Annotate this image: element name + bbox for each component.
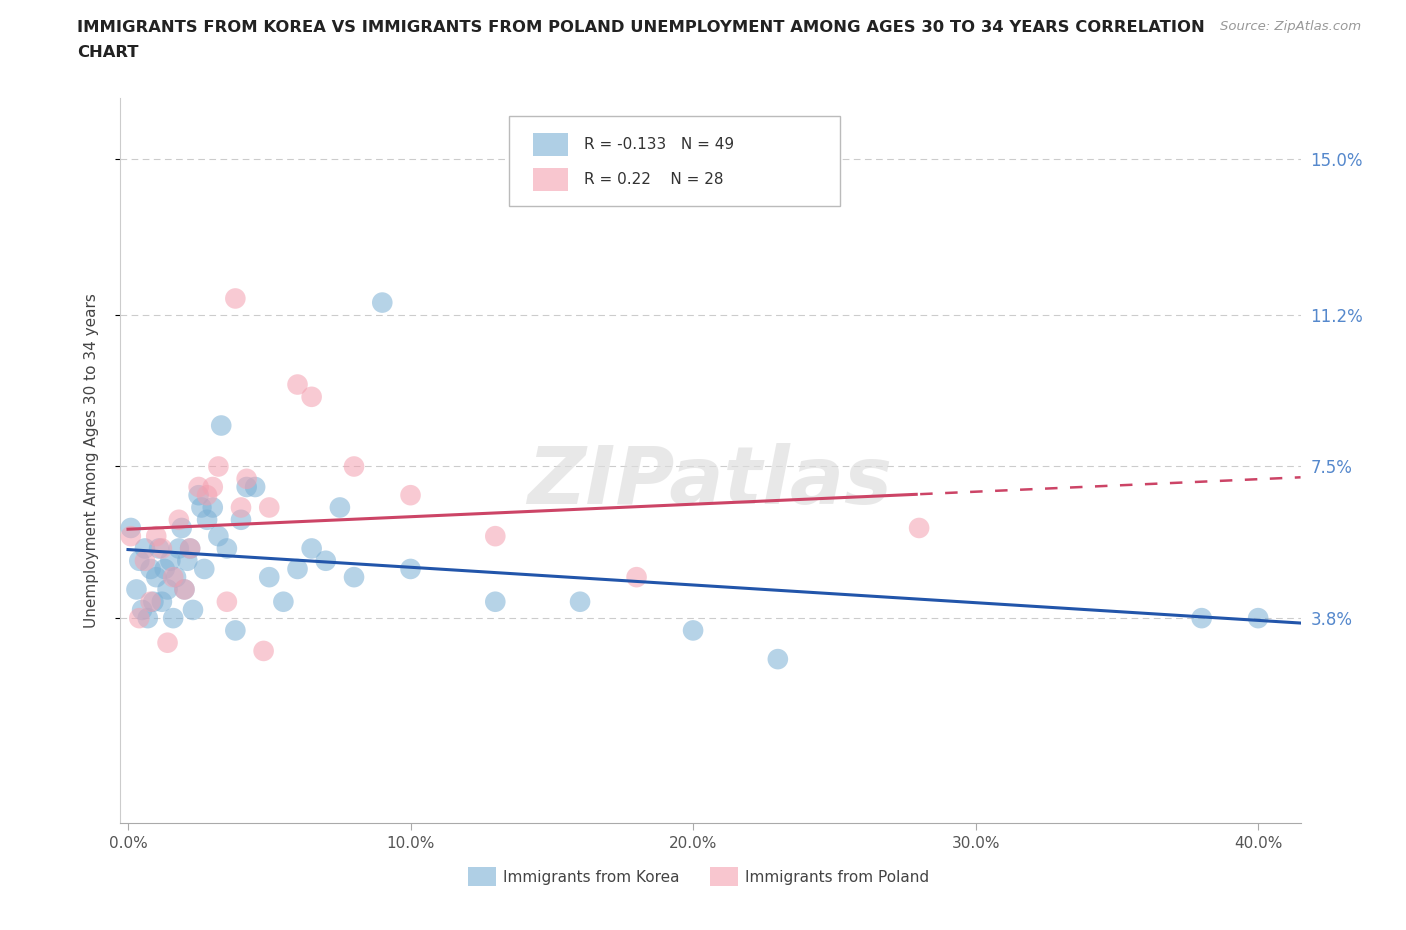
Point xyxy=(1247,611,1270,626)
Point xyxy=(343,570,366,585)
Point xyxy=(329,500,352,515)
Point xyxy=(215,594,238,609)
Point xyxy=(207,529,229,544)
Point xyxy=(301,390,323,405)
Point xyxy=(179,541,201,556)
Point xyxy=(908,521,931,536)
Point xyxy=(201,480,224,495)
Point xyxy=(207,459,229,474)
Point xyxy=(153,562,176,577)
Point xyxy=(315,553,337,568)
Point xyxy=(167,541,190,556)
Point xyxy=(150,541,173,556)
Point xyxy=(224,291,246,306)
Point xyxy=(125,582,148,597)
Point xyxy=(170,521,193,536)
Point xyxy=(167,512,190,527)
Point xyxy=(134,541,156,556)
Point xyxy=(287,377,309,392)
Point xyxy=(343,459,366,474)
Point xyxy=(190,500,212,515)
Point xyxy=(195,512,218,527)
Bar xyxy=(468,868,496,886)
Y-axis label: Unemployment Among Ages 30 to 34 years: Unemployment Among Ages 30 to 34 years xyxy=(84,293,98,628)
Point xyxy=(173,582,195,597)
Point xyxy=(145,570,167,585)
Point xyxy=(145,529,167,544)
Point xyxy=(252,644,274,658)
Text: CHART: CHART xyxy=(77,45,139,60)
Point xyxy=(165,570,187,585)
Text: IMMIGRANTS FROM KOREA VS IMMIGRANTS FROM POLAND UNEMPLOYMENT AMONG AGES 30 TO 34: IMMIGRANTS FROM KOREA VS IMMIGRANTS FROM… xyxy=(77,20,1205,35)
FancyBboxPatch shape xyxy=(509,116,839,206)
Point xyxy=(301,541,323,556)
Point xyxy=(626,570,648,585)
Point xyxy=(235,480,257,495)
Point xyxy=(159,553,181,568)
Point xyxy=(179,541,201,556)
Point xyxy=(156,582,179,597)
Point xyxy=(131,603,153,618)
Point xyxy=(128,553,150,568)
Point xyxy=(173,582,195,597)
Point xyxy=(142,594,165,609)
Point xyxy=(399,562,422,577)
Point xyxy=(128,611,150,626)
Point xyxy=(484,529,506,544)
Point xyxy=(181,603,204,618)
Point xyxy=(148,541,170,556)
Bar xyxy=(710,868,738,886)
Text: Source: ZipAtlas.com: Source: ZipAtlas.com xyxy=(1220,20,1361,33)
Point xyxy=(1191,611,1213,626)
Point xyxy=(156,635,179,650)
Point xyxy=(569,594,592,609)
Point xyxy=(273,594,295,609)
Text: ZIPatlas: ZIPatlas xyxy=(527,443,893,521)
Point xyxy=(209,418,232,433)
Text: R = 0.22    N = 28: R = 0.22 N = 28 xyxy=(583,172,723,187)
Point xyxy=(229,512,252,527)
Point xyxy=(193,562,215,577)
Point xyxy=(162,611,184,626)
Point xyxy=(187,487,209,502)
Point xyxy=(176,553,198,568)
Point xyxy=(766,652,789,667)
Point xyxy=(287,562,309,577)
Point xyxy=(139,594,162,609)
Point xyxy=(399,487,422,502)
Point xyxy=(120,529,142,544)
Point xyxy=(195,487,218,502)
Point xyxy=(682,623,704,638)
Text: Immigrants from Korea: Immigrants from Korea xyxy=(503,870,681,885)
Point xyxy=(484,594,506,609)
Point xyxy=(224,623,246,638)
Text: R = -0.133   N = 49: R = -0.133 N = 49 xyxy=(583,137,734,152)
Point xyxy=(187,480,209,495)
Point xyxy=(371,295,394,310)
Bar xyxy=(533,133,568,156)
Point xyxy=(134,553,156,568)
Bar xyxy=(533,168,568,191)
Point xyxy=(136,611,159,626)
Text: Immigrants from Poland: Immigrants from Poland xyxy=(745,870,929,885)
Point xyxy=(259,500,281,515)
Point xyxy=(201,500,224,515)
Point xyxy=(215,541,238,556)
Point xyxy=(139,562,162,577)
Point xyxy=(120,521,142,536)
Point xyxy=(259,570,281,585)
Point xyxy=(229,500,252,515)
Point xyxy=(162,570,184,585)
Point xyxy=(150,594,173,609)
Point xyxy=(235,472,257,486)
Point xyxy=(243,480,266,495)
